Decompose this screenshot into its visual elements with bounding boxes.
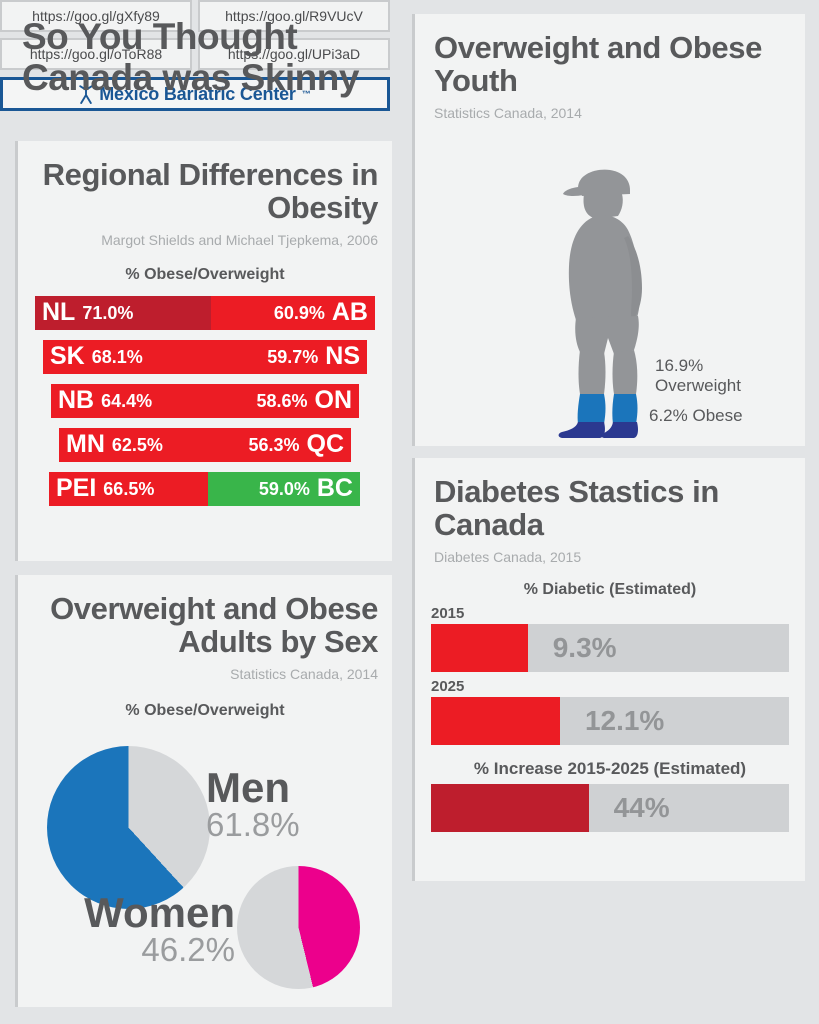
bar-value-nl: 71.0% bbox=[82, 302, 134, 323]
table-row: PEI 66.5% 59.0% BC bbox=[18, 471, 392, 506]
diabetes-bar-chart: 2015 9.3% 2025 12.1% % Increase 2015-202… bbox=[431, 605, 789, 832]
table-row: NB 64.4% 58.6% ON bbox=[18, 383, 392, 418]
bar-label-nb: NB bbox=[58, 386, 95, 415]
trademark-symbol: ™ bbox=[301, 89, 311, 99]
table-row: NL 71.0% 60.9% AB bbox=[18, 295, 392, 330]
bar-label-ab: AB bbox=[331, 298, 368, 327]
bar-value-nb: 64.4% bbox=[101, 390, 153, 411]
bar-value-ns: 59.7% bbox=[267, 346, 319, 367]
source-link-3[interactable]: https://goo.gl/oToR88 bbox=[0, 38, 192, 70]
bar-value-sk: 68.1% bbox=[91, 346, 143, 367]
bar-segment-mn: MN 62.5% bbox=[59, 428, 205, 462]
pie-chart-women bbox=[237, 866, 360, 989]
youth-title: Overweight and Obese Youth bbox=[434, 30, 762, 99]
diabetes-header: Diabetes Stastics in Canada Diabetes Can… bbox=[415, 458, 805, 565]
sex-measure-label: % Obese/Overweight bbox=[125, 701, 285, 719]
youth-overweight-value: 16.9% bbox=[655, 356, 704, 375]
diabetes-bar-increase-fill bbox=[431, 783, 589, 832]
bar-value-bc: 59.0% bbox=[258, 478, 310, 499]
youth-header: Overweight and Obese Youth Statistics Ca… bbox=[415, 14, 805, 121]
bar-label-bc: BC bbox=[316, 474, 353, 503]
bar-value-on: 58.6% bbox=[256, 390, 308, 411]
bar-segment-ab: 60.9% AB bbox=[211, 295, 375, 330]
bar-value-pei: 66.5% bbox=[103, 478, 155, 499]
diabetes-title: Diabetes Stastics in Canada bbox=[434, 474, 719, 543]
source-link-2[interactable]: https://goo.gl/R9VUcV bbox=[198, 0, 390, 32]
bar-pair-pei-bc: PEI 66.5% 59.0% BC bbox=[49, 471, 360, 506]
table-row: MN 62.5% 56.3% QC bbox=[18, 427, 392, 462]
diabetes-measure-label: % Diabetic (Estimated) bbox=[523, 580, 697, 598]
brand-logo-text: Mexico Bariatric Center bbox=[99, 83, 296, 104]
legend-women-label: Women bbox=[84, 889, 235, 936]
bar-label-sk: SK bbox=[50, 342, 85, 371]
table-row: SK 68.1% 59.7% NS bbox=[18, 339, 392, 374]
bar-label-qc: QC bbox=[306, 430, 345, 459]
panel-regional-differences: Regional Differences in Obesity Margot S… bbox=[18, 141, 392, 561]
bar-value-qc: 56.3% bbox=[248, 434, 300, 455]
bar-label-on: ON bbox=[314, 386, 353, 415]
regional-title: Regional Differences in Obesity bbox=[42, 157, 379, 226]
legend-men-value: 61.8% bbox=[206, 805, 300, 843]
source-link-4[interactable]: https://goo.gl/UPi3aD bbox=[198, 38, 390, 70]
sex-title: Overweight and Obese Adults by Sex bbox=[50, 591, 378, 660]
pie-chart-men bbox=[47, 746, 210, 909]
bar-label-mn: MN bbox=[66, 430, 105, 459]
bar-segment-on: 58.6% ON bbox=[205, 384, 359, 418]
youth-annotations: 16.9% Overweight 6.2% Obese bbox=[649, 356, 805, 426]
diabetes-bar-2015: 9.3% bbox=[431, 623, 789, 672]
bar-label-pei: PEI bbox=[56, 474, 97, 503]
diabetes-increase-label: % Increase 2015-2025 (Estimated) bbox=[473, 758, 747, 778]
youth-source: Statistics Canada, 2014 bbox=[434, 104, 582, 121]
legend-men-label: Men bbox=[206, 764, 290, 811]
bar-value-mn: 62.5% bbox=[111, 434, 163, 455]
brand-logo-bar[interactable]: Mexico Bariatric Center ™ bbox=[0, 77, 390, 111]
bar-pair-nl-ab: NL 71.0% 60.9% AB bbox=[35, 295, 375, 330]
source-link-grid: https://goo.gl/gXfy89 https://goo.gl/R9V… bbox=[0, 0, 390, 70]
bar-segment-nl: NL 71.0% bbox=[35, 295, 212, 330]
bar-pair-sk-ns: SK 68.1% 59.7% NS bbox=[43, 339, 367, 374]
diabetes-bar-2025: 12.1% bbox=[431, 696, 789, 745]
legend-women: Women 46.2% bbox=[20, 889, 235, 968]
regional-header: Regional Differences in Obesity Margot S… bbox=[18, 141, 392, 248]
sex-header: Overweight and Obese Adults by Sex Stati… bbox=[18, 575, 392, 682]
diabetes-bar-2015-fill bbox=[431, 623, 528, 672]
footer-links-panel: https://goo.gl/gXfy89 https://goo.gl/R9V… bbox=[0, 0, 390, 118]
youth-overweight-label: Overweight bbox=[655, 376, 741, 396]
bar-value-ab: 60.9% bbox=[273, 302, 325, 323]
diabetes-bar-2025-value: 12.1% bbox=[584, 704, 665, 736]
diabetes-bar-2025-fill bbox=[431, 696, 560, 745]
bar-label-ns: NS bbox=[325, 342, 360, 371]
bar-segment-ns: 59.7% NS bbox=[205, 340, 367, 374]
bar-pair-nb-on: NB 64.4% 58.6% ON bbox=[51, 383, 359, 418]
bar-segment-nb: NB 64.4% bbox=[51, 384, 205, 418]
diabetes-year-2025: 2025 bbox=[431, 677, 465, 695]
diabetes-source: Diabetes Canada, 2015 bbox=[434, 548, 582, 565]
bar-segment-pei: PEI 66.5% bbox=[49, 471, 208, 506]
source-link-1[interactable]: https://goo.gl/gXfy89 bbox=[0, 0, 192, 32]
bar-segment-sk: SK 68.1% bbox=[43, 340, 205, 374]
youth-obese-label: 6.2% Obese bbox=[649, 406, 743, 426]
legend-men: Men 61.8% bbox=[206, 764, 366, 843]
regional-bar-chart: NL 71.0% 60.9% AB SK 68.1% bbox=[18, 295, 392, 526]
diabetes-bar-increase-value: 44% bbox=[613, 791, 670, 823]
regional-source: Margot Shields and Michael Tjepkema, 200… bbox=[101, 231, 378, 248]
bar-segment-qc: 56.3% QC bbox=[205, 428, 351, 462]
bar-label-nl: NL bbox=[42, 298, 76, 327]
regional-measure-label: % Obese/Overweight bbox=[125, 265, 285, 283]
bar-segment-bc: 59.0% BC bbox=[207, 471, 360, 506]
page-title: So You Thought Canada was Skinny bbox=[22, 16, 359, 99]
overweight-youth-silhouette-icon bbox=[558, 169, 642, 438]
legend-women-value: 46.2% bbox=[141, 930, 235, 968]
diabetes-bar-increase: 44% bbox=[431, 783, 789, 832]
sex-source: Statistics Canada, 2014 bbox=[230, 665, 378, 682]
person-icon bbox=[79, 84, 93, 104]
panel-diabetes-statistics: Diabetes Stastics in Canada Diabetes Can… bbox=[415, 458, 805, 881]
diabetes-bar-2015-value: 9.3% bbox=[552, 631, 617, 663]
diabetes-year-2015: 2015 bbox=[431, 604, 465, 622]
bar-pair-mn-qc: MN 62.5% 56.3% QC bbox=[59, 427, 351, 462]
